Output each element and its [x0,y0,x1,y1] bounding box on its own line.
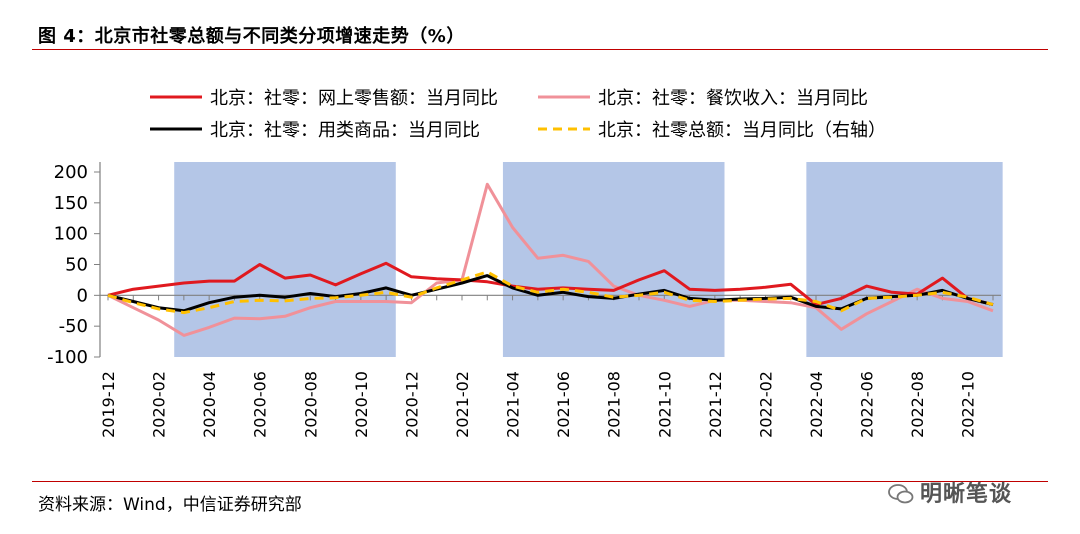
legend-label: 北京：社零：用类商品：当月同比 [210,120,480,141]
legend-label: 北京：社零：餐饮收入：当月同比 [598,88,868,109]
legend-label: 北京：社零总额：当月同比（右轴） [598,120,886,141]
shaded-period [806,162,1003,357]
shaded-periods [174,162,1003,357]
x-tick-label: 2019-12 [99,371,118,438]
figure-title: 图 4：北京市社零总额与不同类分项增速走势（%） [38,26,465,47]
x-tick-label: 2022-02 [756,371,775,438]
series-line [107,261,994,307]
watermark-text: 明晰笔谈 [920,482,1013,507]
shaded-period [174,162,396,357]
x-tick-label: 2022-08 [908,371,927,438]
x-tick-label: 2021-02 [453,371,472,438]
y-tick-label: 200 [54,162,88,183]
x-tick-label: 2020-06 [251,371,270,438]
x-tick-label: 2022-10 [959,371,978,438]
legend-label: 北京：社零：网上零售额：当月同比 [210,88,498,109]
y-tick-label: 100 [54,224,88,245]
x-tick-label: 2022-04 [807,371,826,438]
chart: 200 150 100 50 0 -50 -100 2019-12 2020-02 2020-0… [47,88,1003,438]
series-lines [107,182,994,337]
x-tick-label: 2020-04 [200,371,219,438]
x-tick-label: 2020-08 [301,371,320,438]
x-tick-label: 2022-06 [858,371,877,438]
x-tick-label: 2021-08 [605,371,624,438]
x-tick-label: 2021-04 [504,371,523,438]
source-note: 资料来源：Wind，中信证券研究部 [38,495,302,515]
y-tick-label: 0 [77,285,88,306]
shaded-period [502,162,725,357]
source-divider [32,481,1048,482]
x-axis: 2019-12 2020-02 2020-04 2020-06 2020-08 2020-… [99,295,994,438]
y-tick-label: -100 [47,347,88,368]
y-tick-label: 150 [54,193,88,214]
series-line [107,270,994,315]
watermark: 明晰笔谈 [888,476,1012,508]
legend: 北京：社零：网上零售额：当月同比 北京：社零：餐饮收入：当月同比北京：社零：用类商… [150,88,886,141]
y-tick-label: 50 [65,255,88,276]
x-tick-label: 2020-12 [402,371,421,438]
series-line [107,182,994,337]
x-tick-label: 2020-02 [150,371,169,438]
title-divider [32,49,1048,50]
y-axis: 200 150 100 50 0 -50 -100 [47,162,100,368]
x-tick-label: 2021-12 [706,371,725,438]
x-tick-label: 2021-06 [554,371,573,438]
y-tick-label: -50 [59,316,88,337]
wechat-icon [888,484,914,504]
x-tick-label: 2021-10 [655,371,674,438]
x-tick-label: 2020-10 [352,371,371,438]
